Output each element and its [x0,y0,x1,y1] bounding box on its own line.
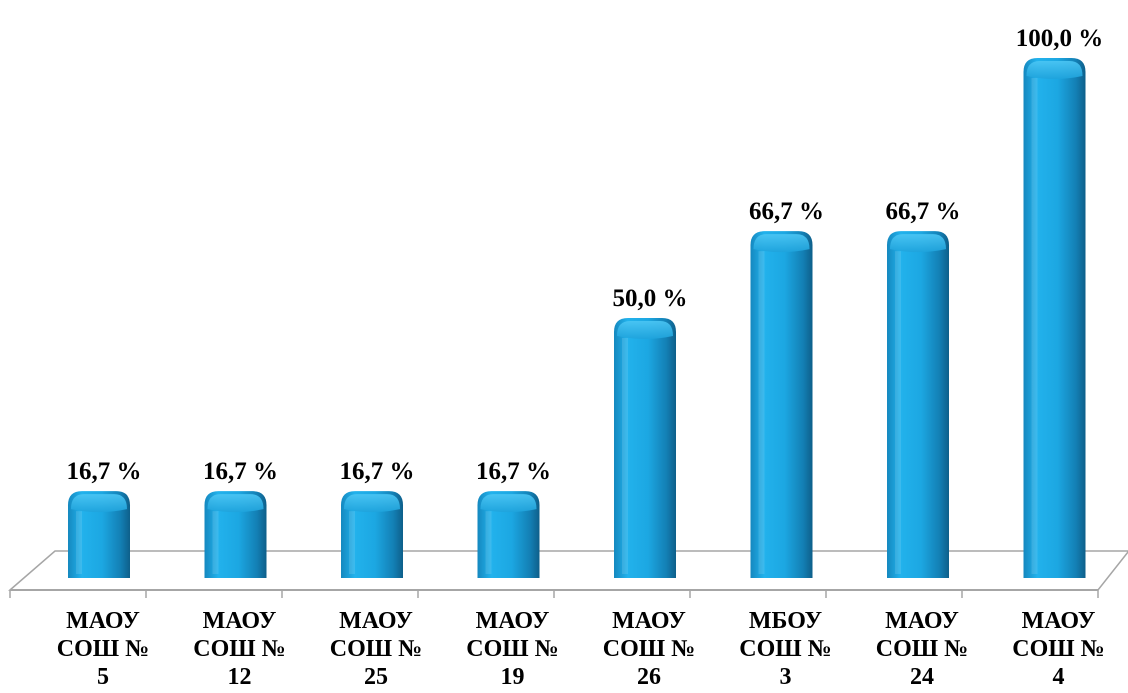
bar-cap [71,494,127,513]
bar [341,491,403,578]
bar-sheen [349,511,355,574]
category-label: МАОУ СОШ № 25 [330,608,422,690]
bar-cap [617,321,673,339]
bar-cap [207,494,264,513]
bar [477,491,540,578]
data-labels-group: 16,7 % 16,7 % 16,7 % 16,7 % 50,0 % 66,7 % 66,7… [67,25,1104,485]
bar [1023,58,1086,578]
data-label: 50,0 % [613,285,688,312]
floor-plane [7,550,1128,591]
category-label: МАОУ СОШ № 19 [466,608,558,690]
bar-sheen [622,338,628,574]
bar-sheen [76,511,82,574]
bar-sheen [485,511,492,574]
category-label: МАОУ СОШ № 5 [57,608,149,690]
bar-sheen [1031,78,1038,574]
data-label: 66,7 % [749,198,824,225]
bar-body [614,318,676,578]
bar [614,318,676,578]
data-label: 16,7 % [67,458,142,485]
chart-floor [7,550,1128,598]
category-label: МАОУ СОШ № 12 [193,608,285,690]
bar-body [887,231,949,578]
category-label: МАОУ СОШ № 4 [1012,608,1104,690]
bar-body [341,491,403,578]
data-label: 16,7 % [476,458,551,485]
category-label: МАОУ СОШ № 24 [876,608,968,690]
bars-group [68,58,1086,578]
data-label: 16,7 % [340,458,415,485]
bar-cap [344,494,400,513]
bar-body [204,491,267,578]
bar-body [68,491,130,578]
category-label: МАОУ СОШ № 26 [603,608,695,690]
data-label: 16,7 % [203,458,278,485]
bar-sheen [758,251,765,574]
category-label: МБОУ СОШ № 3 [739,608,831,690]
bar-cap [753,234,810,253]
bar [204,491,267,578]
bar-sheen [895,251,901,574]
category-labels-group: МАОУ СОШ № 5 МАОУ СОШ № 12 МАОУ СОШ № 25 МАОУ СОШ … [57,608,1105,690]
bar [887,231,949,578]
bar [750,231,813,578]
data-label: 100,0 % [1016,25,1104,52]
bar-body [1023,58,1086,578]
bar-cap [1026,61,1083,79]
data-label: 66,7 % [886,198,961,225]
bar-sheen [212,511,219,574]
bar-cap [890,234,946,253]
bar [68,491,130,578]
bar-cap [480,494,537,513]
bar-body [477,491,540,578]
bar-body [750,231,813,578]
